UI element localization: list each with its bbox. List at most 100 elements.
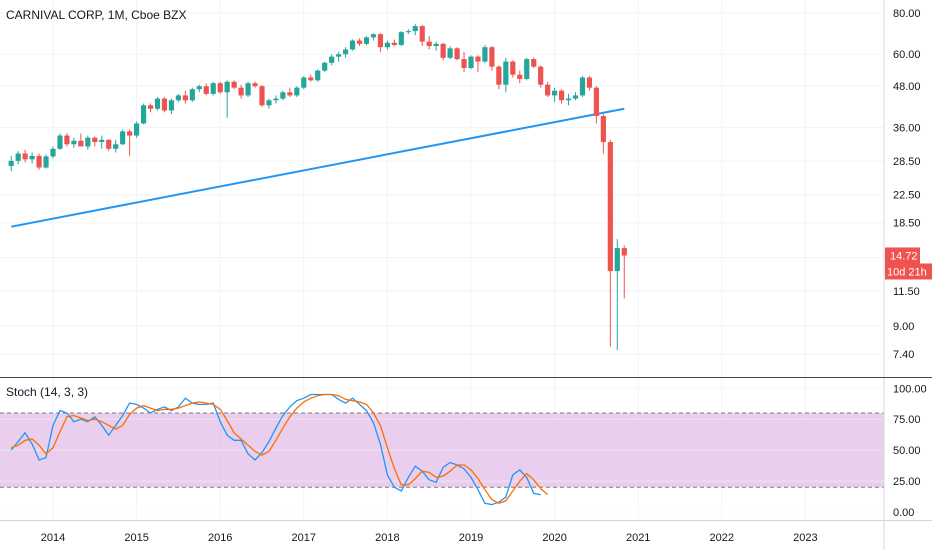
price-tick-label: 9.00 xyxy=(893,321,914,333)
candle xyxy=(92,136,98,147)
time-tick-label: 2017 xyxy=(292,532,316,544)
time-tick-label: 2015 xyxy=(124,532,148,544)
stoch-tick-label: 0.00 xyxy=(893,507,914,519)
candle xyxy=(140,103,147,125)
candle xyxy=(252,81,258,88)
candle xyxy=(168,98,175,115)
candle xyxy=(607,139,613,347)
candle xyxy=(510,60,516,78)
candle xyxy=(287,87,293,98)
time-tick-label: 2023 xyxy=(793,532,817,544)
candle xyxy=(196,84,202,93)
svg-text:14.72: 14.72 xyxy=(890,250,918,262)
time-tick-label: 2016 xyxy=(208,532,232,544)
stoch-d-line xyxy=(10,393,549,505)
price-tick-label: 11.50 xyxy=(893,286,920,298)
candle xyxy=(113,139,119,153)
time-tick-label: 2020 xyxy=(542,532,566,544)
candle xyxy=(106,138,112,152)
stoch-grid xyxy=(0,387,884,513)
candle xyxy=(440,42,446,61)
stoch-tick-label: 75.00 xyxy=(893,414,921,426)
time-tick-label: 2014 xyxy=(41,532,65,544)
candle xyxy=(127,129,133,156)
price-tick-label: 28.50 xyxy=(893,156,921,168)
candlestick-series xyxy=(8,24,627,351)
candle xyxy=(503,57,509,93)
candle xyxy=(217,81,223,94)
candle xyxy=(579,76,586,98)
price-tick-label: 22.50 xyxy=(893,190,921,202)
stoch-k-line xyxy=(10,393,541,506)
candle xyxy=(377,33,384,52)
candle xyxy=(64,133,70,147)
candle xyxy=(280,90,286,101)
candle xyxy=(231,80,237,90)
candle xyxy=(454,47,460,61)
candle xyxy=(517,70,523,84)
candle xyxy=(57,133,63,150)
candle xyxy=(71,137,77,148)
candle xyxy=(614,239,620,351)
candle xyxy=(363,36,370,45)
candle xyxy=(147,103,154,113)
candle xyxy=(29,152,35,164)
candle xyxy=(120,129,126,146)
price-tick-label: 80.00 xyxy=(893,8,921,20)
candle xyxy=(273,95,279,104)
candle xyxy=(322,61,328,72)
time-axis[interactable]: 2014 2015 2016 2017 2018 2019 2020 2021 2022 2023 xyxy=(41,532,818,544)
candle xyxy=(50,146,56,159)
trendline[interactable] xyxy=(11,107,625,228)
candle xyxy=(43,154,49,169)
candle xyxy=(545,81,551,98)
candle xyxy=(586,76,593,91)
stoch-tick-label: 100.00 xyxy=(893,383,927,395)
candle xyxy=(419,25,425,47)
candle xyxy=(315,69,321,82)
stoch-axis[interactable]: 100.00 75.00 50.00 25.00 0.00 xyxy=(893,383,927,519)
price-tick-label: 36.00 xyxy=(893,122,921,134)
candle xyxy=(85,135,91,150)
candle xyxy=(524,57,530,81)
last-price-label: 14.72 xyxy=(885,247,920,264)
candle xyxy=(224,80,230,118)
candle xyxy=(370,33,377,41)
price-tick-label: 7.40 xyxy=(893,349,914,361)
candle xyxy=(621,245,627,299)
candle xyxy=(461,51,467,72)
candle xyxy=(398,31,404,47)
candle xyxy=(433,41,439,51)
candle xyxy=(308,74,314,82)
candle xyxy=(182,90,188,104)
candle xyxy=(600,114,606,154)
candle xyxy=(15,151,21,165)
price-tick-label: 18.50 xyxy=(893,218,921,230)
candle xyxy=(475,55,481,72)
candle xyxy=(558,89,565,104)
candle xyxy=(482,44,488,63)
stoch-tick-label: 50.00 xyxy=(893,445,921,457)
candle xyxy=(412,24,418,36)
candle xyxy=(565,93,572,106)
candle xyxy=(447,46,453,60)
candle xyxy=(238,84,244,99)
candle xyxy=(426,36,432,50)
time-tick-label: 2019 xyxy=(459,532,483,544)
candle xyxy=(210,81,216,96)
candle xyxy=(572,92,579,101)
candle xyxy=(329,54,335,66)
price-axis[interactable]: 80.0060.0048.0036.0028.5022.5018.5014.50… xyxy=(893,8,921,361)
candle xyxy=(336,51,342,62)
candle xyxy=(154,97,161,111)
time-tick-label: 2022 xyxy=(710,532,734,544)
candle xyxy=(343,47,349,58)
time-tick-label: 2018 xyxy=(375,532,399,544)
candle xyxy=(134,121,140,138)
candle xyxy=(384,40,390,50)
candle xyxy=(496,65,502,90)
candle xyxy=(552,87,558,102)
candle xyxy=(391,39,397,47)
candle xyxy=(531,57,537,68)
